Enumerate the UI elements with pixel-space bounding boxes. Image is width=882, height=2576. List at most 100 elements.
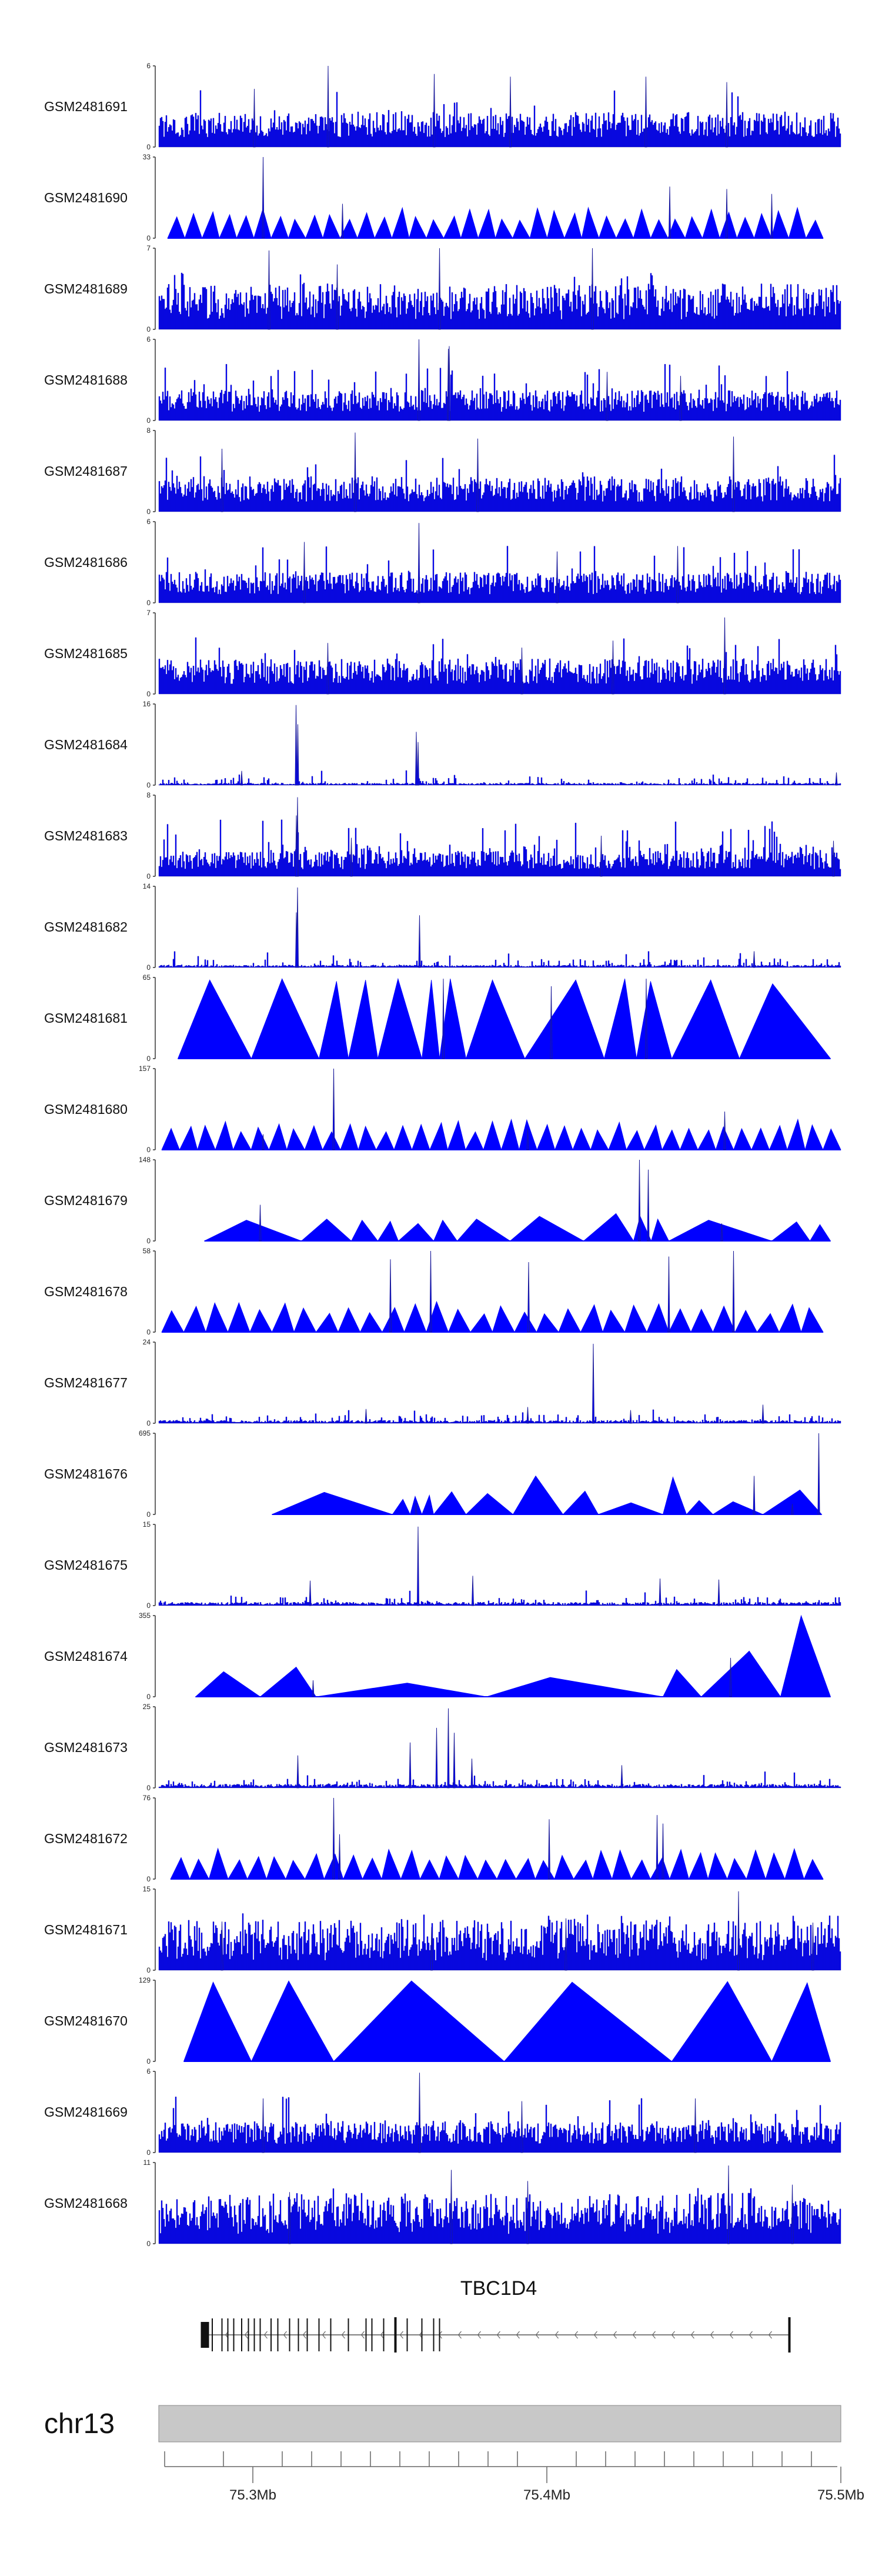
coverage-segment [285,1860,306,1880]
gene-exon [227,2318,229,2351]
y-min-label: 0 [146,508,151,516]
coverage-segment [227,1302,250,1333]
coverage-peak [471,1576,475,1606]
track-label: GSM2481673 [44,1740,128,1755]
coverage-segment [809,1224,831,1242]
y-min-label: 0 [146,1693,151,1701]
coverage-peak [295,705,298,786]
y-min-label: 0 [146,963,151,972]
coverage-peak [332,1068,335,1150]
track-label: GSM2481668 [44,2195,128,2211]
coverage-segment [803,1858,824,1880]
coverage-peak [817,1433,820,1515]
coverage-segment [583,1213,634,1242]
y-min-label: 0 [146,2148,151,2157]
gene-exon [383,2318,385,2351]
coverage-peak [417,523,420,603]
coverage-peak [415,1503,417,1515]
coverage-peak [612,640,614,695]
coverage-segment [554,1125,573,1150]
y-min-label: 0 [146,1784,151,1792]
coverage-segment [392,1499,411,1515]
track-GSM2481678: GSM2481678 58 0 [44,1247,824,1336]
coverage-peak [835,772,838,786]
coverage-segment [419,1859,440,1880]
coverage-segment [316,1683,487,1697]
coverage-segment [433,1219,458,1242]
track-GSM2481691: GSM2481691 6 0 [44,62,841,151]
strand-chevron [341,2331,345,2339]
coverage-segment [270,215,289,239]
chromosome-ideogram [158,2405,841,2442]
strand-chevron [360,2331,365,2339]
coverage-segment [712,1305,736,1333]
coverage-signal [158,2097,841,2153]
coverage-segment [381,1848,402,1880]
y-min-label: 0 [146,1966,151,1974]
coverage-peak [732,436,735,512]
coverage-segment [465,1493,514,1515]
coverage-peak [389,1259,392,1333]
coverage-signal [158,770,841,786]
coverage-segment [524,979,605,1059]
track-label: GSM2481683 [44,828,128,843]
coverage-segment [690,1308,714,1333]
y-max-label: 8 [146,791,151,799]
coverage-segment [668,1308,691,1333]
coverage-segment [739,983,831,1059]
coverage-segment [374,216,393,239]
track-label: GSM2481677 [44,1375,128,1390]
strand-chevron [632,2331,636,2339]
coverage-peak [220,1921,223,1971]
coverage-segment [650,219,669,239]
coverage-peak [527,1262,530,1333]
coverage-segment [756,1313,780,1333]
coverage-peak [341,203,344,239]
coverage-segment [754,212,772,239]
coverage-segment [409,216,427,239]
coverage-segment [183,1305,206,1333]
y-max-label: 6 [146,62,151,70]
coverage-segment [179,1125,198,1150]
coverage-segment [333,1980,505,2062]
coverage-signal [158,455,841,512]
coverage-segment [697,1129,716,1150]
y-max-label: 6 [146,2067,151,2076]
coverage-signal [158,364,841,421]
coverage-peak [429,1250,432,1333]
track-GSM2481670: GSM2481670 129 0 [44,1976,831,2066]
y-min-label: 0 [146,1328,151,1336]
coverage-segment [554,1854,574,1880]
track-label: GSM2481674 [44,1649,128,1664]
coverage-segment [215,1120,234,1150]
coverage-segment [765,1852,786,1880]
strand-chevron [574,2331,578,2339]
y-max-label: 15 [143,1885,151,1893]
genome-axis-track: chr13 75.3Mb 75.4Mb 75.5Mb [44,2405,864,2503]
track-GSM2481688: GSM2481688 6 0 [44,335,841,425]
gene-exon [330,2318,332,2351]
y-max-label: 24 [143,1338,151,1346]
coverage-peak [761,1404,764,1424]
coverage-peak [668,186,671,239]
track-GSM2481690: GSM2481690 33 0 [44,153,824,242]
x-tick-label: 75.4Mb [523,2487,570,2503]
coverage-peak [791,2184,794,2244]
strand-chevron [457,2331,462,2339]
coverage-segment [250,1980,335,2062]
coverage-peak [509,76,512,148]
track-GSM2481679: GSM2481679 148 0 [44,1156,831,1245]
coverage-segment [458,1854,479,1880]
coverage-segment [246,1856,267,1880]
coverage-segment [358,1125,377,1150]
coverage-peak [753,1476,756,1515]
coverage-peak [729,1657,732,1697]
track-label: GSM2481678 [44,1284,128,1299]
coverage-peak [638,1159,641,1242]
coverage-segment [592,1850,613,1880]
coverage-segment [433,1491,467,1515]
coverage-peak [262,2098,265,2153]
coverage-segment [170,1857,191,1880]
coverage-segment [236,215,255,239]
